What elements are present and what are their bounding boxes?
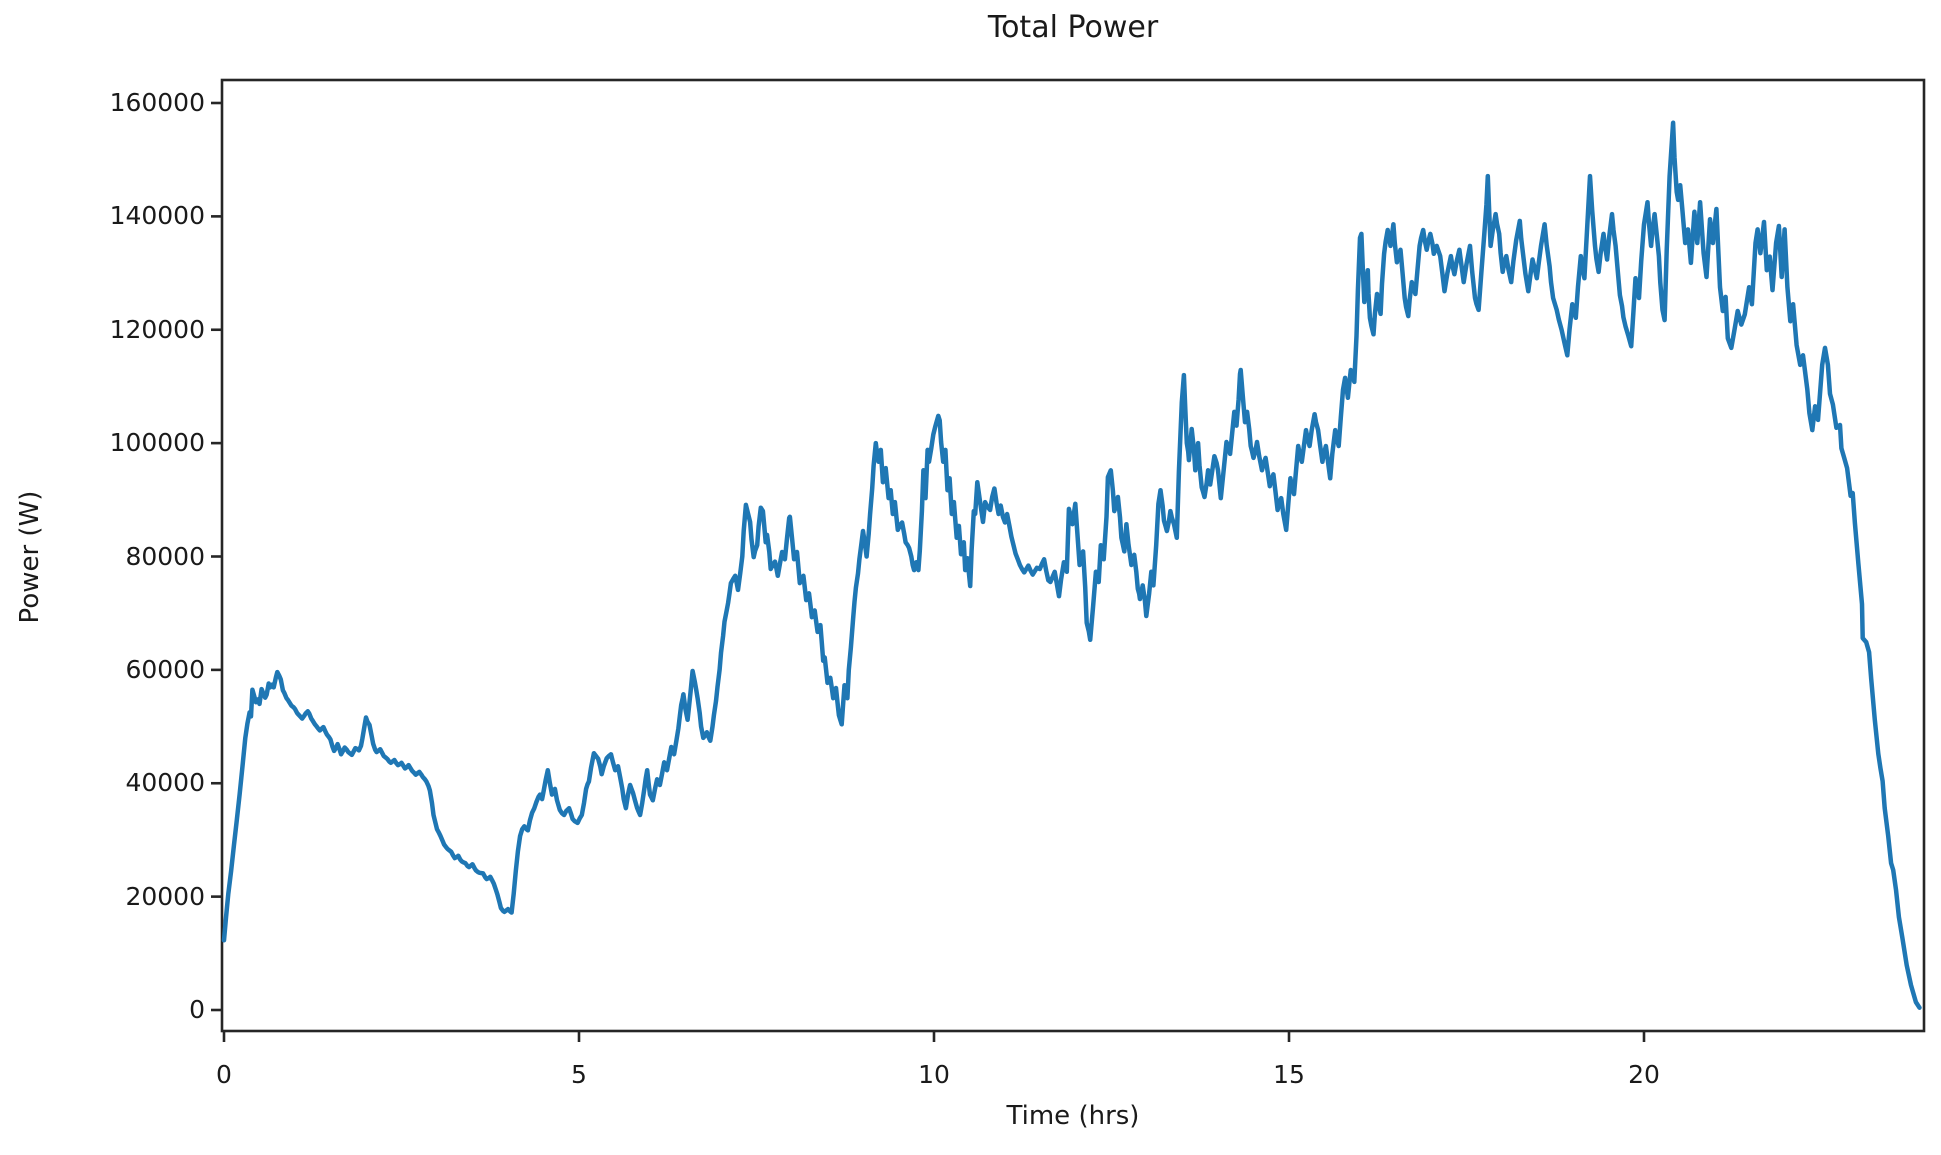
x-axis-label: Time (hrs)	[1006, 1101, 1140, 1131]
chart-title: Total Power	[987, 10, 1159, 45]
y-tick-label: 120000	[109, 314, 205, 344]
x-tick-label: 20	[1628, 1060, 1660, 1089]
total-power-line	[221, 120, 1922, 1010]
y-tick-label: 80000	[125, 541, 205, 571]
y-tick-label: 100000	[109, 428, 205, 458]
y-tick-label: 20000	[125, 881, 205, 911]
x-tick-label: 15	[1273, 1060, 1305, 1089]
y-tick-label: 140000	[109, 201, 205, 231]
x-tick-label: 10	[918, 1060, 950, 1089]
x-tick-label: 5	[571, 1060, 587, 1089]
y-tick-label: 40000	[125, 768, 205, 798]
x-tick-label: 0	[216, 1060, 232, 1089]
y-tick-label: 160000	[109, 88, 205, 117]
y-tick-label: 60000	[125, 654, 205, 684]
y-tick-label: 0	[189, 995, 205, 1024]
